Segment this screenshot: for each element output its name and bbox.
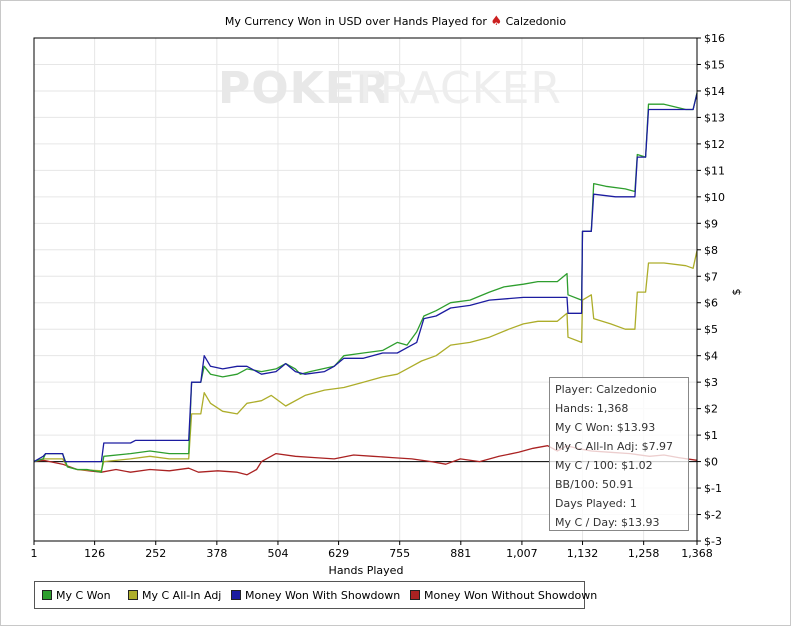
red-spade-icon: ♠ [490, 14, 503, 29]
watermark-poker: POKER [218, 63, 391, 114]
legend-swatch [231, 590, 241, 600]
y-tick-label: $3 [704, 376, 718, 389]
y-tick-label: $1 [704, 429, 718, 442]
legend-label: My C Won [56, 589, 111, 602]
y-axis-label: $ [730, 289, 743, 296]
y-tick-label: $-3 [704, 535, 722, 548]
tooltip-per100: My C / 100: $1.02 [555, 459, 653, 472]
y-tick-label: $4 [704, 350, 718, 363]
legend-swatch [42, 590, 52, 600]
title-player: Calzedonio [505, 15, 567, 28]
tooltip-bb100: BB/100: 50.91 [555, 478, 634, 491]
legend-item-showdown[interactable]: Money Won With Showdown [231, 589, 400, 602]
y-tick-label: $5 [704, 323, 718, 336]
y-tick-label: $7 [704, 270, 718, 283]
x-tick-label: 378 [206, 547, 227, 560]
legend-item-my-c-won[interactable]: My C Won [42, 589, 111, 602]
y-tick-label: $-2 [704, 509, 722, 522]
stats-tooltip: Player: Calzedonio Hands: 1,368 My C Won… [549, 377, 689, 531]
tooltip-won: My C Won: $13.93 [555, 421, 656, 434]
y-tick-label: $6 [704, 297, 718, 310]
chart-legend: My C Won My C All-In Adj Money Won With … [34, 581, 597, 609]
watermark: POKER TRACKER [218, 63, 562, 114]
y-tick-label: $2 [704, 403, 718, 416]
tooltip-days: Days Played: 1 [555, 497, 637, 510]
x-tick-label: 252 [145, 547, 166, 560]
legend-item-non-showdown[interactable]: Money Won Without Showdown [410, 589, 597, 602]
series-showdown [33, 93, 698, 463]
y-tick-label: $15 [704, 58, 725, 71]
watermark-tracker: TRACKER [351, 63, 562, 114]
y-tick-label: $16 [704, 32, 725, 45]
y-tick-label: $14 [704, 85, 725, 98]
y-tick-label: $12 [704, 138, 725, 151]
x-tick-label: 126 [84, 547, 105, 560]
y-tick-label: $0 [704, 456, 718, 469]
x-tick-label: 755 [389, 547, 410, 560]
y-tick-label: $11 [704, 164, 725, 177]
x-tick-label: 629 [328, 547, 349, 560]
legend-label: Money Won Without Showdown [424, 589, 598, 602]
title-text: My Currency Won in USD over Hands Played… [224, 15, 487, 28]
x-axis: 1 126 252 378 504 629 755 881 1,007 1,132 1,258 1,3… [31, 541, 713, 560]
y-tick-label: $-1 [704, 482, 722, 495]
series-all-in-adj [33, 250, 698, 472]
y-tick-label: $13 [704, 111, 725, 124]
x-tick-label: 1 [31, 547, 38, 560]
legend-label: My C All-In Adj [142, 589, 222, 602]
legend-swatch [128, 590, 138, 600]
x-tick-label: 881 [450, 547, 471, 560]
y-tick-label: $10 [704, 191, 725, 204]
tooltip-perday: My C / Day: $13.93 [555, 516, 660, 529]
y-tick-label: $9 [704, 217, 718, 230]
series-my-c-won [33, 92, 698, 473]
tooltip-hands: Hands: 1,368 [555, 402, 629, 415]
x-tick-label: 1,007 [506, 547, 538, 560]
y-tick-label: $8 [704, 244, 718, 257]
x-axis-label: Hands Played [329, 564, 404, 577]
x-tick-label: 1,132 [567, 547, 599, 560]
x-tick-label: 504 [267, 547, 288, 560]
tooltip-player: Player: Calzedonio [555, 383, 657, 396]
tooltip-allin: My C All-In Adj: $7.97 [555, 440, 674, 453]
x-tick-label: 1,368 [681, 547, 713, 560]
y-axis: $16 $15 $14 $13 $12 $11 $10 $9 $8 $7 $6 $5 $4 $3 $2 $1 $… [697, 32, 725, 548]
chart-title: My Currency Won in USD over Hands Played… [0, 14, 791, 29]
plot-area-border [33, 37, 698, 542]
legend-swatch [410, 590, 420, 600]
legend-item-all-in-adj[interactable]: My C All-In Adj [128, 589, 221, 602]
legend-label: Money Won With Showdown [245, 589, 401, 602]
x-tick-label: 1,258 [628, 547, 660, 560]
